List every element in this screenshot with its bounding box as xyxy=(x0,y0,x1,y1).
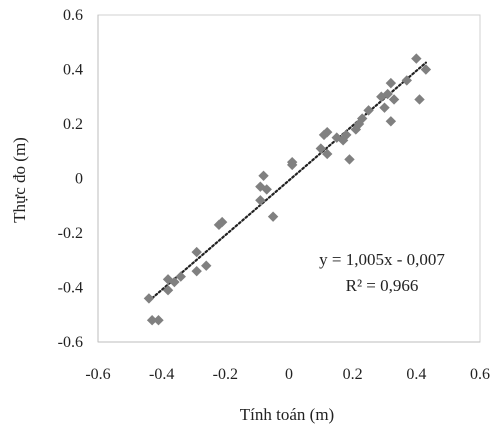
data-point xyxy=(267,211,279,222)
x-tick-label: 0.6 xyxy=(470,366,490,383)
data-point xyxy=(191,265,202,277)
data-point xyxy=(322,148,333,160)
x-tick-label: -0.6 xyxy=(85,366,110,383)
y-tick-label: -0.2 xyxy=(58,225,83,242)
y-tick-label: 0.2 xyxy=(63,116,83,133)
data-point xyxy=(379,102,390,113)
data-point xyxy=(344,154,355,165)
y-axis-title: Thực đo (m) xyxy=(10,137,29,223)
data-point xyxy=(385,116,397,127)
data-point xyxy=(382,88,393,100)
r-squared-label: R² = 0,966 xyxy=(346,276,419,295)
axes xyxy=(97,14,481,343)
data-point xyxy=(401,75,412,86)
trendline xyxy=(147,61,427,303)
data-point xyxy=(388,94,400,105)
data-point xyxy=(286,156,298,168)
x-tick-label: -0.2 xyxy=(213,366,238,383)
y-tick-label: 0.4 xyxy=(63,62,83,79)
x-axis-title: Tính toán (m) xyxy=(240,405,334,424)
y-tick-label: -0.6 xyxy=(58,334,83,351)
data-point xyxy=(322,126,333,138)
data-point xyxy=(255,195,266,206)
data-point xyxy=(341,129,352,141)
data-point xyxy=(146,315,158,326)
y-tick-label: -0.4 xyxy=(58,280,83,297)
data-point xyxy=(162,285,174,296)
data-point xyxy=(216,216,228,228)
trendline-group xyxy=(147,61,427,303)
data-point xyxy=(175,271,186,282)
data-point xyxy=(315,143,327,154)
data-point xyxy=(414,94,425,105)
tick-labels: -0.6 -0.4 -0.2 0 0.2 0.4 0.6 -0.6 -0.4 -0.2 0 0.2 0.… xyxy=(58,7,490,383)
data-point xyxy=(420,64,432,75)
data-point xyxy=(411,53,422,64)
data-point xyxy=(385,77,397,89)
data-point xyxy=(331,132,342,143)
data-point xyxy=(201,260,212,271)
y-tick-label: 0.6 xyxy=(63,7,83,24)
trendline-equation: y = 1,005x - 0,007 xyxy=(319,250,445,269)
data-point xyxy=(258,170,269,181)
x-tick-label: 0.2 xyxy=(343,366,363,383)
data-point xyxy=(261,184,272,195)
x-tick-label: -0.4 xyxy=(149,366,174,383)
data-point xyxy=(143,293,155,304)
x-tick-label: 0.4 xyxy=(406,366,426,383)
data-point xyxy=(191,246,202,258)
data-points xyxy=(143,53,432,326)
x-tick-label: 0 xyxy=(285,366,293,383)
y-tick-label: 0 xyxy=(75,171,83,188)
data-point xyxy=(169,276,180,288)
data-point xyxy=(153,315,164,326)
data-point xyxy=(357,113,368,124)
data-point xyxy=(363,105,374,116)
